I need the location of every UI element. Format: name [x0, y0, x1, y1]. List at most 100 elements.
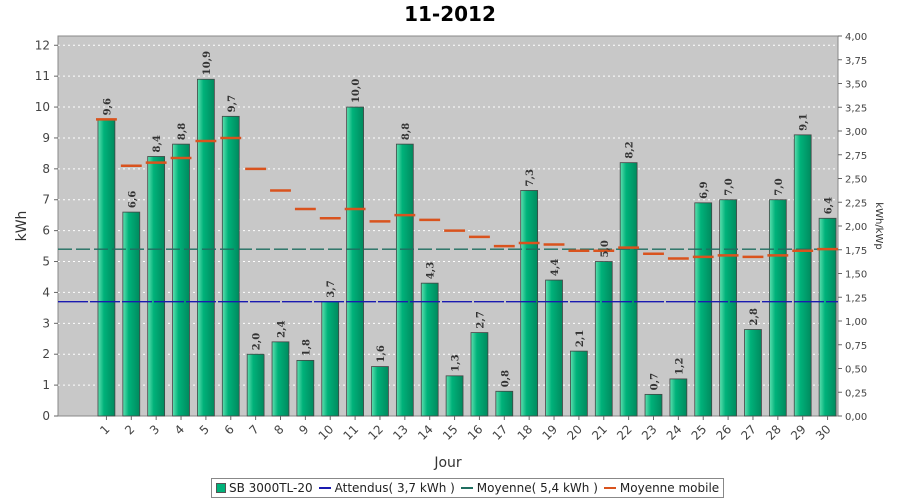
data-label: 7,0: [724, 178, 735, 195]
x-tick-label: 14: [415, 422, 436, 443]
data-label: 4,4: [550, 259, 561, 276]
x-tick-label: 11: [341, 422, 362, 443]
y-right-tick-label: 3,00: [845, 127, 867, 138]
bar: [172, 143, 190, 417]
bar: [221, 115, 240, 417]
data-label: 0,7: [650, 373, 661, 390]
y-right-tick-label: 1,00: [845, 317, 867, 328]
x-tick-label: 13: [390, 422, 411, 443]
y-axis-right-label: kWh/kWp: [873, 202, 884, 249]
bar: [694, 202, 713, 417]
data-label: 8,4: [152, 135, 163, 152]
x-tick-label: 23: [639, 422, 660, 443]
moving-average: [96, 118, 838, 260]
bar: [545, 279, 563, 417]
legend-label-moving-average: Moyenne mobile: [619, 481, 720, 495]
data-labels: 9,6 6,6 8,4 8,8 10,9 9,7 2,0 2,4 1,8 3,7 10,0 1,6 8,…: [102, 51, 834, 391]
x-tick-label: 20: [564, 422, 585, 443]
bar: [520, 190, 539, 417]
data-label: 0,8: [500, 370, 511, 387]
legend-label-expected: Attendus( 3,7 kWh ): [334, 481, 455, 495]
x-tick-label: 18: [515, 422, 536, 443]
x-tick-label: 16: [465, 422, 486, 443]
bar: [594, 261, 613, 417]
y-right-tick-label: 2,75: [845, 151, 867, 162]
x-tick-label: 10: [316, 422, 337, 443]
x-tick-label: 5: [197, 422, 212, 437]
y-tick-label: 2: [42, 347, 50, 361]
bar: [97, 119, 116, 417]
x-tick-label: 27: [738, 422, 759, 443]
y-right-tick-label: 0,75: [845, 341, 867, 352]
legend-label-production: SB 3000TL-20: [229, 481, 313, 495]
data-label: 2,1: [575, 330, 586, 347]
data-label: 9,6: [102, 98, 113, 115]
y-tick-label: 6: [42, 224, 50, 238]
y-right-tick-label: 2,00: [845, 222, 867, 233]
bar: [719, 199, 737, 417]
x-tick-label: 28: [763, 422, 784, 443]
y-tick-label: 12: [35, 38, 50, 52]
y-right-tick-label: 3,75: [845, 56, 867, 67]
bar: [744, 329, 762, 417]
x-tick-label: 30: [813, 422, 834, 443]
legend-swatch-average: [460, 487, 473, 489]
data-label: 1,6: [376, 345, 387, 362]
data-label: 1,3: [451, 354, 462, 371]
x-tick-label: 26: [714, 422, 735, 443]
legend-item-average: Moyenne( 5,4 kWh ): [460, 481, 598, 495]
legend-swatch-production: [216, 483, 226, 493]
legend-item-production: SB 3000TL-20: [216, 481, 313, 495]
legend-swatch-expected: [318, 487, 331, 489]
data-label: 8,8: [401, 123, 412, 140]
x-tick-label: 4: [172, 422, 187, 437]
data-label: 8,2: [625, 141, 636, 158]
y-tick-label: 1: [42, 378, 50, 392]
x-tick-label: 19: [539, 422, 560, 443]
x-tick-label: 12: [365, 422, 386, 443]
x-tick-label: 25: [689, 422, 710, 443]
data-label: 4,3: [426, 262, 437, 279]
bar: [371, 366, 389, 417]
data-label: 2,8: [749, 308, 760, 325]
data-label: 10,9: [202, 51, 213, 75]
bar: [271, 341, 290, 417]
x-axis-label: Jour: [433, 455, 462, 471]
data-label: 6,9: [699, 181, 710, 198]
data-label: 5,0: [600, 240, 611, 257]
legend-swatch-moving-average: [603, 487, 616, 489]
x-tick-label: 9: [296, 422, 311, 437]
y-right-tick-label: 0,50: [845, 365, 867, 376]
y-tick-label: 10: [35, 100, 50, 114]
y-tick-label: 5: [42, 255, 50, 269]
bar: [644, 393, 663, 417]
y-tick-label: 0: [42, 409, 50, 423]
data-label: 10,0: [351, 79, 362, 103]
x-tick-label: 22: [614, 422, 635, 443]
data-label: 2,7: [475, 311, 486, 328]
y-right-tick-label: 0,00: [845, 412, 867, 423]
bar: [296, 359, 315, 417]
data-label: 9,1: [799, 113, 810, 130]
x-tick-label: 21: [589, 422, 610, 443]
y-axis-label: kWh: [14, 211, 30, 242]
bar: [246, 353, 265, 417]
bars: [97, 78, 837, 417]
data-label: 7,0: [774, 178, 785, 195]
x-tick-label: 8: [271, 422, 286, 437]
chart-title: 11-2012: [404, 2, 496, 26]
bar: [768, 199, 787, 417]
y-right-tick-label: 1,50: [845, 270, 867, 281]
y-right-tick-label: 2,50: [845, 175, 867, 186]
x-tick-label: 2: [122, 422, 137, 437]
bar: [395, 143, 414, 417]
y-right-tick-label: 2,25: [845, 198, 867, 209]
bar: [669, 378, 688, 417]
x-tick-label: 1: [97, 422, 112, 437]
bar: [793, 134, 812, 417]
right-axis: 0,00 0,25 0,50 0,75 1,00 1,25 1,50 1,75 2,00 2,25…: [838, 32, 867, 423]
bar: [122, 211, 141, 417]
y-tick-label: 4: [42, 285, 50, 299]
